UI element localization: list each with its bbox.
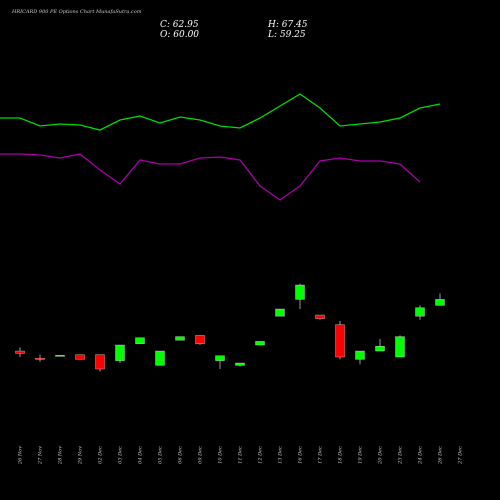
candle-body	[35, 358, 45, 360]
candle-body	[235, 362, 245, 366]
candle-body	[375, 346, 385, 352]
candle-body	[435, 299, 445, 306]
low-value: L: 59.25	[267, 30, 306, 40]
x-tick-label: 03 Dec	[118, 446, 124, 464]
x-tick-label: 04 Dec	[138, 446, 144, 464]
candles-group	[15, 283, 445, 372]
x-tick-label: 26 Dec	[438, 446, 444, 465]
candle-body	[75, 354, 85, 360]
x-axis-ticks: 26 Nov 27 Nov 28 Nov 29 Nov 02 Dec 03 Dec 04 D…	[18, 446, 464, 465]
candle	[435, 293, 445, 306]
x-tick-label: 10 Dec	[218, 446, 224, 464]
candle	[335, 321, 345, 360]
candle-body	[55, 355, 65, 357]
x-tick-label: 29 Nov	[78, 446, 84, 465]
candle	[195, 335, 205, 345]
x-tick-label: 11 Dec	[238, 446, 244, 464]
x-tick-label: 20 Dec	[378, 446, 384, 465]
candle-body	[215, 355, 225, 361]
x-tick-label: 19 Dec	[358, 446, 364, 464]
candle-body	[175, 336, 185, 341]
x-tick-label: 06 Dec	[178, 446, 184, 464]
series-line-top	[0, 93, 441, 131]
candle	[355, 350, 365, 365]
x-tick-label: 17 Dec	[318, 446, 324, 464]
candle	[95, 354, 105, 372]
high-value: H: 67.45	[267, 20, 308, 30]
candle	[375, 339, 385, 352]
candle-body	[335, 324, 345, 358]
candle-body	[295, 284, 305, 300]
candle	[415, 305, 425, 320]
candle-body	[195, 335, 205, 344]
x-tick-label: 02 Dec	[98, 446, 104, 464]
candle-body	[135, 337, 145, 344]
candle	[215, 355, 225, 369]
candle-body	[15, 350, 25, 354]
x-tick-label: 23 Dec	[398, 446, 404, 465]
candle	[275, 308, 285, 317]
x-tick-label: 27 Dec	[458, 446, 464, 465]
candle-body	[275, 308, 285, 317]
open-value: O: 60.00	[160, 30, 199, 40]
candle	[175, 336, 185, 341]
candle-body	[395, 336, 405, 358]
candle-body	[315, 314, 325, 319]
candle-body	[355, 350, 365, 360]
candle	[135, 337, 145, 344]
candle	[55, 355, 65, 357]
candle	[35, 354, 45, 362]
candle-body	[115, 344, 125, 361]
x-tick-label: 28 Nov	[58, 446, 64, 465]
x-tick-label: 13 Dec	[278, 446, 284, 464]
candle	[155, 350, 165, 366]
close-value: C: 62.95	[160, 20, 199, 30]
candle-body	[95, 354, 105, 370]
x-tick-label: 26 Nov	[18, 446, 24, 465]
indicator-lines	[0, 93, 441, 201]
candle-body	[255, 341, 265, 346]
candle	[315, 314, 325, 320]
candle	[235, 362, 245, 367]
x-tick-label: 05 Dec	[158, 446, 164, 464]
candle	[255, 341, 265, 346]
x-tick-label: 09 Dec	[198, 446, 204, 464]
candle	[15, 347, 25, 357]
candle-body	[155, 350, 165, 366]
candle	[295, 283, 305, 309]
chart-title: HRICARD 900 PE Options Chart MunafaSutra…	[11, 9, 142, 15]
candle	[75, 354, 85, 360]
x-tick-label: 27 Nov	[38, 446, 44, 465]
x-tick-label: 16 Dec	[298, 446, 304, 464]
candle-body	[415, 307, 425, 317]
candle	[115, 344, 125, 363]
candle	[395, 335, 405, 358]
x-tick-label: 12 Dec	[258, 446, 264, 464]
x-tick-label: 24 Dec	[418, 446, 424, 465]
x-tick-label: 18 Dec	[338, 446, 344, 464]
series-line-bottom	[0, 153, 421, 201]
